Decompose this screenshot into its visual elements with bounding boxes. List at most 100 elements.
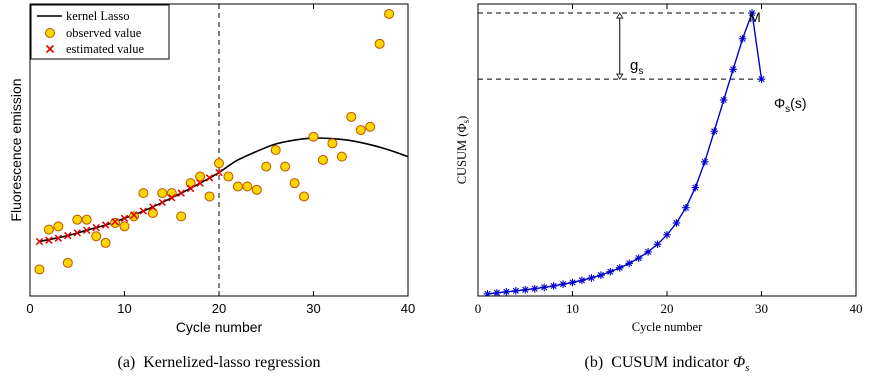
plot-b-area [477, 3, 857, 297]
estimated-point [120, 214, 129, 223]
x-tick-label: 10 [117, 301, 131, 316]
gap-arrow-up [616, 12, 624, 19]
observed-point [62, 257, 73, 268]
caption-b-prefix: (b) [585, 354, 604, 371]
observed-point [336, 151, 347, 162]
observed-point [81, 214, 92, 225]
observed-point [138, 188, 149, 199]
plot-a-ylabel: Fluorescence emission [8, 78, 24, 221]
observed-point [242, 181, 253, 192]
panel-b: 0 10 20 30 40 Cycle number CUSUM (Φs) M gs Φ… [455, 3, 863, 374]
observed-point [280, 161, 291, 172]
legend-observed-value: observed value [66, 26, 142, 40]
estimated-point [130, 211, 138, 219]
estimated-point [73, 229, 81, 237]
observed-point [128, 211, 139, 222]
observed-point [365, 121, 376, 132]
x-tick-label: 10 [566, 301, 579, 316]
estimated-point [64, 231, 72, 240]
caption-a-prefix: (a) [117, 354, 135, 371]
cusum-point [701, 158, 709, 166]
observed-point [166, 188, 177, 199]
panel-a: 0 10 20 30 40 Cycle number Fluorescence emis… [8, 3, 415, 371]
plot-b-ticks: 0 10 20 30 40 [475, 4, 863, 316]
estimated-point [54, 234, 63, 242]
plot-b-ylabel: CUSUM (Φs) [455, 116, 471, 185]
legend-estimated-value: estimated value [66, 42, 145, 56]
caption-a: (a) Kernelized-lasso regression [117, 354, 320, 371]
estimated-point [111, 217, 119, 226]
x-tick-label: 40 [401, 301, 415, 316]
estimated-point [92, 223, 100, 232]
x-tick-label: 40 [850, 301, 863, 316]
cusum-point [512, 286, 520, 295]
observed-point [34, 264, 45, 275]
cusum-point [672, 219, 681, 227]
cusum-point [644, 248, 652, 256]
observed-point [72, 214, 83, 225]
estimated-point [45, 236, 53, 244]
cusum-point [578, 276, 586, 285]
cusum-point [719, 96, 728, 104]
observed-point [100, 237, 111, 248]
cusum-point [521, 285, 530, 294]
max-label: M [749, 9, 761, 25]
observed-point [147, 208, 158, 219]
observed-point [308, 131, 319, 142]
cusum-point [606, 267, 615, 276]
cusum-point [691, 183, 700, 192]
cusum-point [559, 280, 567, 288]
observed-points [34, 8, 395, 275]
gap-arrow-down [616, 73, 624, 80]
observed-point [327, 138, 338, 149]
observed-point [299, 191, 310, 202]
observed-point [251, 184, 262, 195]
estimated-point [35, 237, 44, 246]
end-label: Φs(s) [774, 95, 807, 115]
cusum-point [729, 65, 737, 74]
cusum-point [493, 289, 501, 296]
observed-point [374, 38, 385, 49]
x-tick-label: 0 [26, 301, 33, 316]
observed-point [232, 181, 243, 192]
cusum-point [597, 271, 605, 279]
cusum-point [653, 240, 662, 249]
cusum-point [682, 203, 690, 212]
estimated-points [35, 168, 223, 246]
cusum-point [568, 278, 577, 287]
observed-point [204, 191, 215, 202]
observed-point [119, 221, 130, 232]
observed-point [110, 218, 121, 228]
estimated-point [196, 179, 204, 187]
cusum-point [738, 34, 747, 43]
observed-point [176, 211, 187, 222]
legend-x-swatch [45, 44, 55, 54]
x-tick-label: 0 [475, 301, 482, 316]
observed-point [384, 8, 395, 19]
cusum-point [625, 259, 633, 268]
estimated-point [168, 194, 176, 202]
x-tick-label: 20 [212, 301, 226, 316]
observed-point [261, 161, 272, 172]
observed-point [91, 231, 102, 242]
cusum-point [549, 282, 558, 290]
observed-point [223, 171, 234, 182]
observed-point [157, 188, 168, 199]
estimated-point [82, 226, 91, 235]
plot-a-ticks: 0 10 20 30 40 [26, 4, 415, 316]
observed-point [355, 125, 366, 136]
gap-annotation [478, 12, 762, 80]
estimated-point [158, 198, 167, 207]
x-tick-label: 30 [306, 301, 320, 316]
observed-point [317, 154, 328, 165]
observed-point [270, 145, 281, 155]
estimated-point [205, 174, 214, 182]
legend: kernel Lasso observed value estimated va… [30, 4, 170, 60]
estimated-point [139, 207, 148, 215]
observed-point [53, 221, 64, 232]
legend-kernel-lasso: kernel Lasso [66, 9, 130, 23]
caption-b-text: CUSUM indicator [611, 354, 733, 371]
plot-b-xlabel: Cycle number [632, 320, 703, 334]
cusum-point [615, 264, 624, 272]
caption-b: (b) CUSUM indicator Φs [585, 354, 750, 374]
